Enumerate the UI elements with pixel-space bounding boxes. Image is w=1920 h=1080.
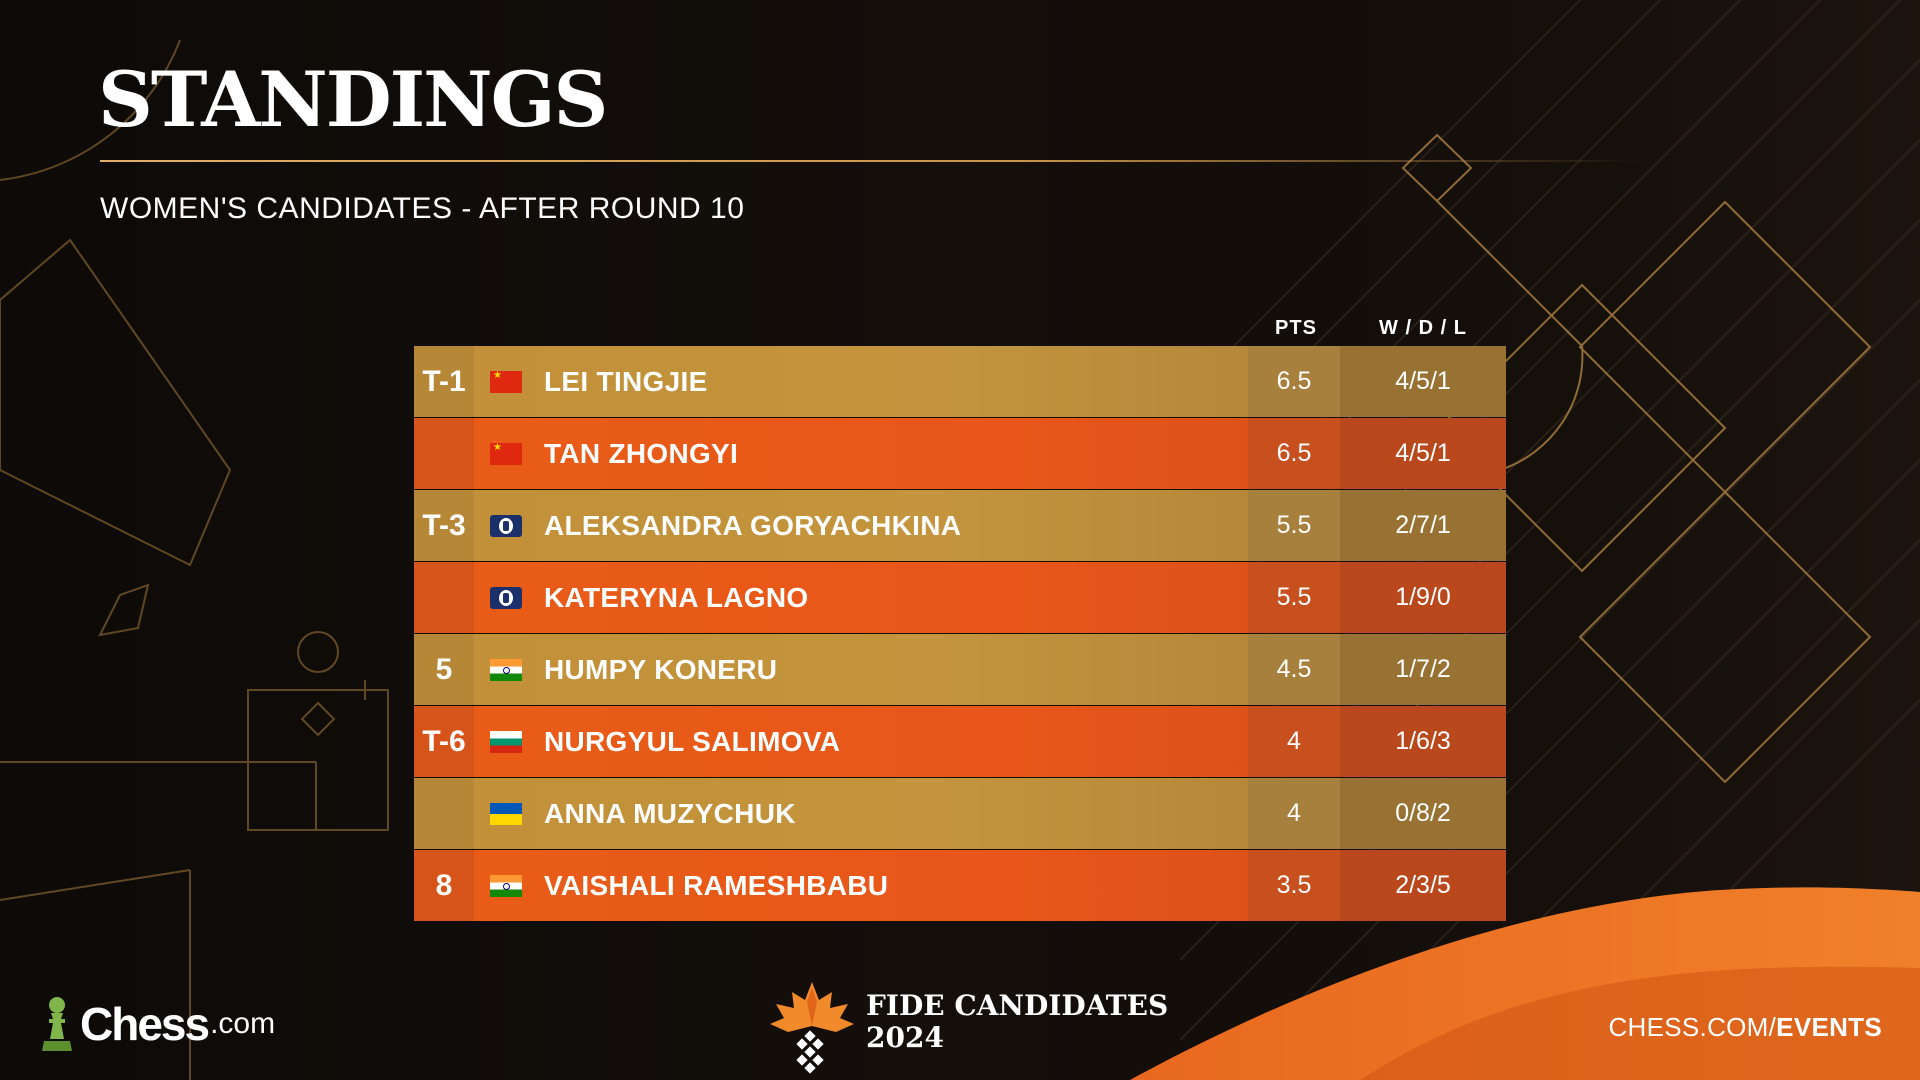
wdl-column-header: W / D / L: [1379, 317, 1467, 339]
player-cell: LEI TINGJIE: [474, 346, 1248, 417]
fide-flag-icon: [490, 586, 522, 609]
ukraine-flag-icon: [490, 802, 522, 825]
fide-flag-icon: [490, 514, 522, 537]
player-cell: TAN ZHONGYI: [474, 418, 1248, 489]
rank-cell: T-3: [414, 490, 474, 561]
bulgaria-flag-icon: [490, 730, 522, 753]
wdl-cell: 0/8/2: [1340, 778, 1506, 849]
rank-cell: 5: [414, 634, 474, 705]
table-row: ANNA MUZYCHUK 4 0/8/2: [414, 778, 1506, 849]
player-name: ALEKSANDRA GORYACHKINA: [544, 509, 962, 541]
china-flag-icon: [490, 442, 522, 465]
points-cell: 5.5: [1248, 562, 1340, 633]
chess-logo-word: Chess: [80, 998, 210, 1050]
player-name: TAN ZHONGYI: [544, 437, 739, 469]
player-cell: NURGYUL SALIMOVA: [474, 706, 1248, 777]
player-name: KATERYNA LAGNO: [544, 581, 809, 613]
player-name: HUMPY KONERU: [544, 653, 778, 685]
rank-cell: [414, 418, 474, 489]
player-name: LEI TINGJIE: [544, 365, 708, 397]
wdl-cell: 1/7/2: [1340, 634, 1506, 705]
player-name: NURGYUL SALIMOVA: [544, 725, 841, 757]
page-subtitle: WOMEN'S CANDIDATES - AFTER ROUND 10: [100, 192, 745, 225]
table-row: T-1 LEI TINGJIE 6.5 4/5/1: [414, 346, 1506, 417]
events-url-bold: EVENTS: [1776, 1012, 1882, 1042]
rank-cell: [414, 562, 474, 633]
points-cell: 6.5: [1248, 346, 1340, 417]
chess-logo-suffix: .com: [210, 1007, 276, 1040]
wdl-cell: 2/3/5: [1340, 850, 1506, 921]
wdl-cell: 4/5/1: [1340, 418, 1506, 489]
pawn-icon: [42, 997, 72, 1051]
events-url: CHESS.COM/EVENTS: [1608, 1012, 1882, 1043]
points-cell: 6.5: [1248, 418, 1340, 489]
points-cell: 3.5: [1248, 850, 1340, 921]
pts-column-header: PTS: [1275, 317, 1317, 339]
points-cell: 4: [1248, 778, 1340, 849]
player-cell: HUMPY KONERU: [474, 634, 1248, 705]
india-flag-icon: [490, 658, 522, 681]
player-cell: VAISHALI RAMESHBABU: [474, 850, 1248, 921]
chess-com-logo: Chess .com: [38, 994, 275, 1054]
points-cell: 4.5: [1248, 634, 1340, 705]
wdl-cell: 4/5/1: [1340, 346, 1506, 417]
player-name: ANNA MUZYCHUK: [544, 797, 796, 829]
player-name: VAISHALI RAMESHBABU: [544, 869, 889, 901]
points-cell: 5.5: [1248, 490, 1340, 561]
india-flag-icon: [490, 874, 522, 897]
table-row: KATERYNA LAGNO 5.5 1/9/0: [414, 562, 1506, 633]
events-url-prefix: CHESS.COM/: [1608, 1012, 1777, 1042]
title-divider: [100, 160, 1640, 162]
player-cell: ALEKSANDRA GORYACHKINA: [474, 490, 1248, 561]
event-name: FIDE CANDIDATES 2024: [866, 990, 1168, 1054]
player-cell: ANNA MUZYCHUK: [474, 778, 1248, 849]
table-row: T-6 NURGYUL SALIMOVA 4 1/6/3: [414, 706, 1506, 777]
table-row: 8 VAISHALI RAMESHBABU 3.5 2/3/5: [414, 850, 1506, 921]
wdl-cell: 2/7/1: [1340, 490, 1506, 561]
page-title: STANDINGS: [98, 55, 608, 144]
table-row: 5 HUMPY KONERU 4.5 1/7/2: [414, 634, 1506, 705]
event-year: 2024: [866, 1021, 944, 1054]
wdl-cell: 1/6/3: [1340, 706, 1506, 777]
fide-candidates-logo-icon: [770, 982, 854, 1074]
rank-cell: T-6: [414, 706, 474, 777]
table-row: TAN ZHONGYI 6.5 4/5/1: [414, 418, 1506, 489]
player-cell: KATERYNA LAGNO: [474, 562, 1248, 633]
wdl-cell: 1/9/0: [1340, 562, 1506, 633]
china-flag-icon: [490, 370, 522, 393]
table-row: T-3 ALEKSANDRA GORYACHKINA 5.5 2/7/1: [414, 490, 1506, 561]
rank-cell: T-1: [414, 346, 474, 417]
rank-cell: [414, 778, 474, 849]
event-name-line1: FIDE CANDIDATES: [866, 989, 1169, 1022]
rank-cell: 8: [414, 850, 474, 921]
standings-table: T-1 LEI TINGJIE 6.5 4/5/1 TAN ZHONGYI 6.…: [414, 346, 1506, 922]
points-cell: 4: [1248, 706, 1340, 777]
